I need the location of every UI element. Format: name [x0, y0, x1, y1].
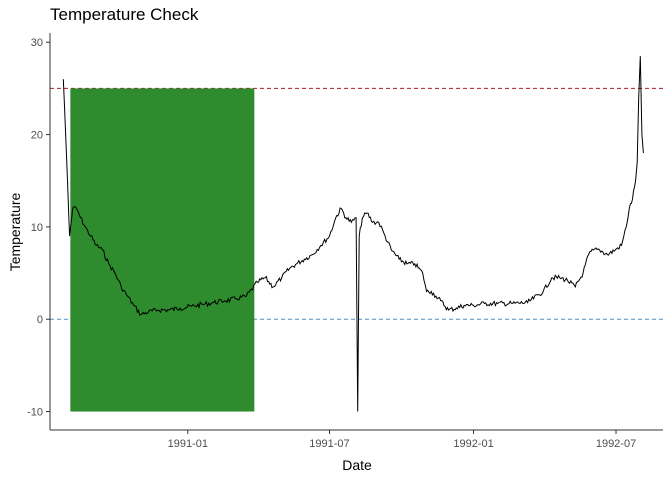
x-tick-label-1991-07: 1991-07 — [309, 438, 349, 450]
x-axis-title: Date — [342, 457, 372, 473]
y-tick-label--10: -10 — [27, 407, 43, 419]
y-tick-label-10: 10 — [31, 222, 43, 234]
axes — [49, 33, 663, 431]
y-ticks: -10 0 10 20 30 — [27, 37, 50, 419]
x-ticks: 1991-01 1991-07 1992-01 1992-07 — [168, 430, 636, 450]
y-tick-label-30: 30 — [31, 37, 43, 49]
x-tick-label-1992-07: 1992-07 — [596, 438, 636, 450]
shaded-region-layer — [70, 88, 255, 412]
x-tick-label-1992-01: 1992-01 — [453, 438, 493, 450]
series-line-0 — [62, 56, 644, 412]
y-axis-title: Temperature — [7, 192, 23, 271]
x-tick-label-1991-01: 1991-01 — [168, 438, 208, 450]
chart-title: Temperature Check — [50, 5, 199, 24]
shaded-region — [70, 88, 255, 412]
series-layer — [62, 56, 644, 412]
y-tick-label-0: 0 — [37, 314, 43, 326]
y-tick-label-20: 20 — [31, 130, 43, 142]
